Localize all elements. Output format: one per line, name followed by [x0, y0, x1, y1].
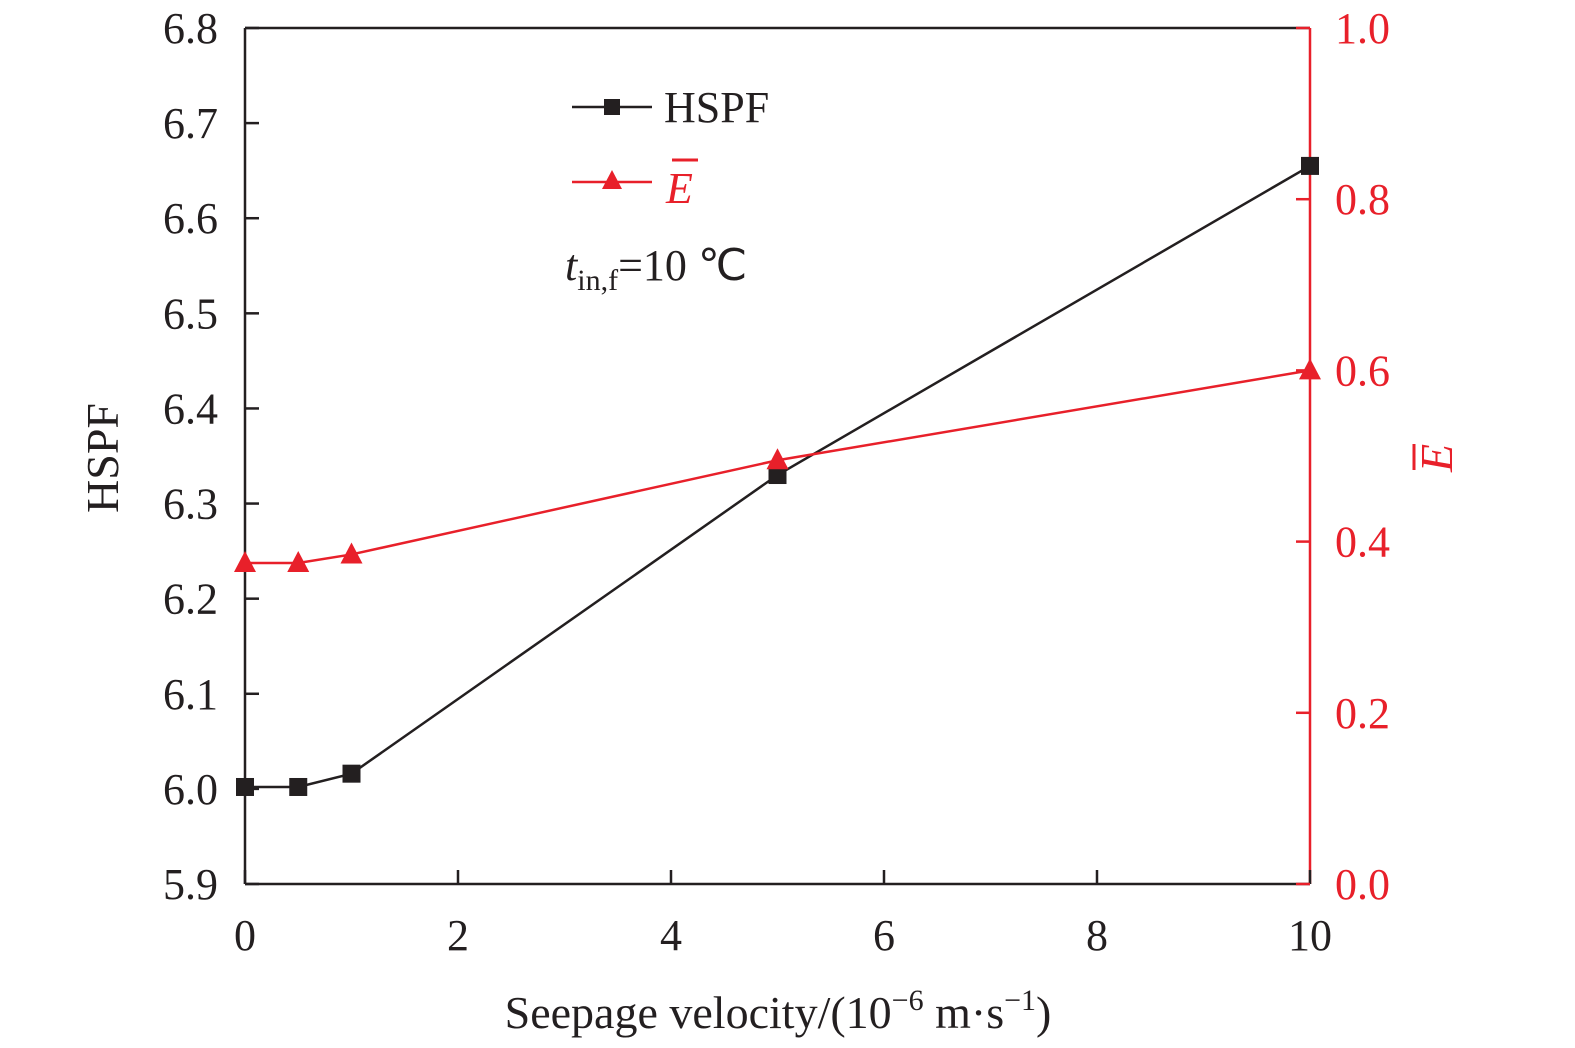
e-point [287, 551, 310, 572]
left-tick-label: 6.1 [163, 670, 218, 719]
x-axis: 0 2 4 6 8 10 [234, 870, 1332, 960]
legend-e-marker [602, 170, 622, 189]
right-tick-label: 0.6 [1335, 346, 1390, 395]
e-point [766, 448, 789, 470]
right-tick-label: 0.2 [1335, 689, 1390, 738]
legend: HSPF E tin,f=10 ℃ [565, 83, 769, 297]
left-tick-label: 6.5 [163, 289, 218, 338]
left-tick-label: 6.8 [163, 4, 218, 53]
right-y-axis: 0.0 0.2 0.4 0.6 0.8 1.0 [1296, 4, 1390, 909]
x-tick-label: 0 [234, 911, 256, 960]
hspf-point [236, 777, 254, 796]
e-point [1299, 358, 1321, 380]
right-tick-label: 1.0 [1335, 4, 1390, 53]
annotation-tin: tin,f=10 ℃ [565, 241, 747, 297]
e-point [340, 542, 363, 564]
right-tick-label: 0.4 [1335, 518, 1390, 567]
hspf-point [289, 777, 308, 796]
hspf-point [342, 764, 361, 783]
x-tick-label: 2 [447, 911, 469, 960]
right-axis-title: E [1411, 444, 1462, 473]
legend-hspf-marker [604, 99, 620, 115]
left-tick-label: 6.4 [163, 384, 218, 433]
legend-hspf-label: HSPF [664, 83, 769, 132]
legend-e-label: E [665, 164, 693, 213]
left-tick-label: 6.0 [163, 765, 218, 814]
x-axis-title-exp1: −6 [892, 984, 924, 1017]
x-axis-title: Seepage velocity/(10−6 m·s−1) [505, 984, 1052, 1038]
svg-text:E: E [1411, 444, 1462, 473]
left-tick-label: 6.7 [163, 99, 218, 148]
right-tick-label: 0.0 [1335, 860, 1390, 909]
left-tick-label: 6.3 [163, 480, 218, 529]
right-tick-label: 0.8 [1335, 175, 1390, 224]
left-tick-label: 5.9 [163, 860, 218, 909]
e-point [234, 551, 256, 572]
left-tick-label: 6.6 [163, 194, 218, 243]
x-tick-label: 8 [1086, 911, 1108, 960]
hspf-point [768, 466, 787, 485]
series-layer [234, 156, 1321, 796]
x-tick-label: 10 [1288, 911, 1332, 960]
x-tick-label: 6 [873, 911, 895, 960]
x-axis-title-exp2: −1 [1004, 984, 1036, 1017]
left-axis-title: HSPF [77, 403, 128, 513]
hspf-point [1301, 156, 1319, 175]
x-tick-label: 4 [660, 911, 682, 960]
left-tick-label: 6.2 [163, 575, 218, 624]
left-y-axis: 5.9 6.0 6.1 6.2 6.3 6.4 6.5 6.6 6.7 6.8 [163, 4, 259, 909]
